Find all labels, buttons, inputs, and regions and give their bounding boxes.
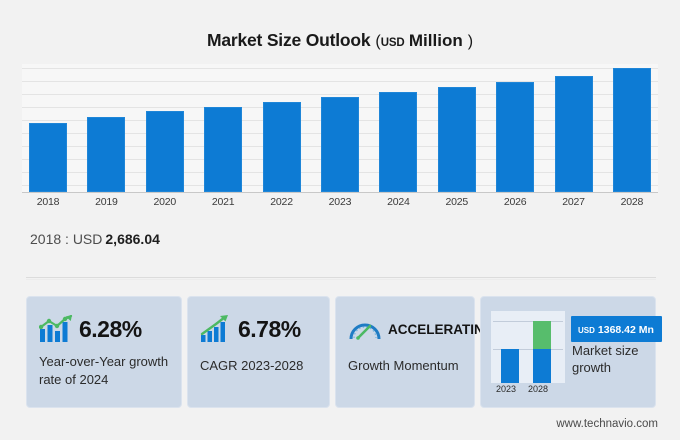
bar-column [378,64,418,192]
x-tick-2025: 2025 [445,196,469,208]
annotation-year: 2018 [30,231,62,247]
kpi-value-cagr: 6.78% [238,315,301,342]
chart-annotation: 2018 : USD 2,686.04 [30,231,160,247]
x-tick-2024: 2024 [387,196,410,208]
badge-value: 1368.42 Mn [597,324,654,336]
bar-2021 [204,107,243,192]
x-tick-2020: 2020 [153,196,177,208]
bar-column [612,64,652,192]
bar-2026 [496,82,535,192]
kpi-card-market-size-growth[interactable]: 2023 2028 USD 1368.42 Mn Market size grow… [480,296,662,408]
kpi-card-yoy-growth[interactable]: 6.28% Year-over-Year growth rate of 2024 [26,296,182,408]
mini-chart-plot-area [491,311,565,383]
bar-chart-arrow-up-icon [200,315,232,343]
kpi-card-cagr[interactable]: 6.78% CAGR 2023-2028 [187,296,330,408]
x-tick-2022: 2022 [270,196,293,208]
kpi-card-yoy-header: 6.28% [27,297,181,343]
kpi-value-momentum: ACCELERATING [388,321,495,337]
title-paren-open: ( [375,33,381,50]
bar-2020 [145,111,184,192]
x-tick-2027: 2027 [562,196,585,208]
bar-2025 [437,87,476,192]
bar-2024 [379,92,418,192]
mini-bar-2028 [533,321,551,383]
title-unit: Million [408,31,463,50]
kpi-card-growth-momentum[interactable]: ACCELERATING Growth Momentum [335,296,494,408]
x-tick-2028: 2028 [620,196,644,208]
bar-2027 [554,76,593,192]
x-tick-2023: 2023 [328,196,352,208]
bar-2018 [29,123,67,192]
kpi-value-yoy: 6.28% [79,315,142,342]
mini-bar-2023 [501,349,519,383]
bar-column [262,64,302,192]
kpi-card-cagr-header: 6.78% [188,297,329,343]
footer-url: www.technavio.com [556,418,658,430]
page-title-main: Market Size Outlook [206,30,371,50]
mini-xlabel-2023: 2023 [496,384,517,394]
title-paren-close: ) [467,33,474,50]
bar-column [320,64,360,192]
page-title: Market Size Outlook (USD Million) [0,30,680,51]
bar-2019 [87,117,126,192]
bar-column [495,64,535,192]
chart-x-tick-labels: 2018 2019 2020 2021 2022 2023 2024 2025 2026 2027… [22,196,658,208]
kpi-card-row: 6.28% Year-over-Year growth rate of 2024 [26,296,662,408]
bar-2028 [612,68,651,192]
chart-bars [22,64,658,192]
kpi-caption-cagr: CAGR 2023-2028 [200,358,304,373]
badge-currency: USD [578,326,595,335]
kpi-card-momentum-header: ACCELERATING [336,297,494,342]
bar-column [437,64,477,192]
x-tick-2018: 2018 [36,196,60,208]
x-tick-2019: 2019 [95,196,118,208]
annotation-separator: : USD [61,231,103,247]
speedometer-icon [348,316,382,342]
bar-column [203,64,243,192]
x-tick-2026: 2026 [503,196,527,208]
kpi-caption-market-size-growth: Market size growth [572,343,639,375]
bar-column [28,64,68,192]
mini-xlabel-2028: 2028 [528,384,549,394]
kpi-caption-momentum: Growth Momentum [348,358,459,373]
bar-column [554,64,594,192]
title-unit-prefix: USD [380,37,405,49]
section-divider-shadow [26,279,656,280]
bar-chart-trend-icon [39,315,73,343]
bar-column [145,64,185,192]
kpi-caption-yoy: Year-over-Year growth rate of 2024 [39,354,169,387]
bar-2022 [262,102,301,192]
section-divider [26,277,656,278]
bar-column [86,64,126,192]
market-size-growth-badge: USD 1368.42 Mn [571,316,662,342]
annotation-value: 2,686.04 [105,231,160,247]
x-tick-2021: 2021 [211,196,235,208]
mini-bar-chart-icon: 2023 2028 [491,311,565,401]
bar-2023 [320,97,359,192]
chart-x-axis [22,192,658,193]
